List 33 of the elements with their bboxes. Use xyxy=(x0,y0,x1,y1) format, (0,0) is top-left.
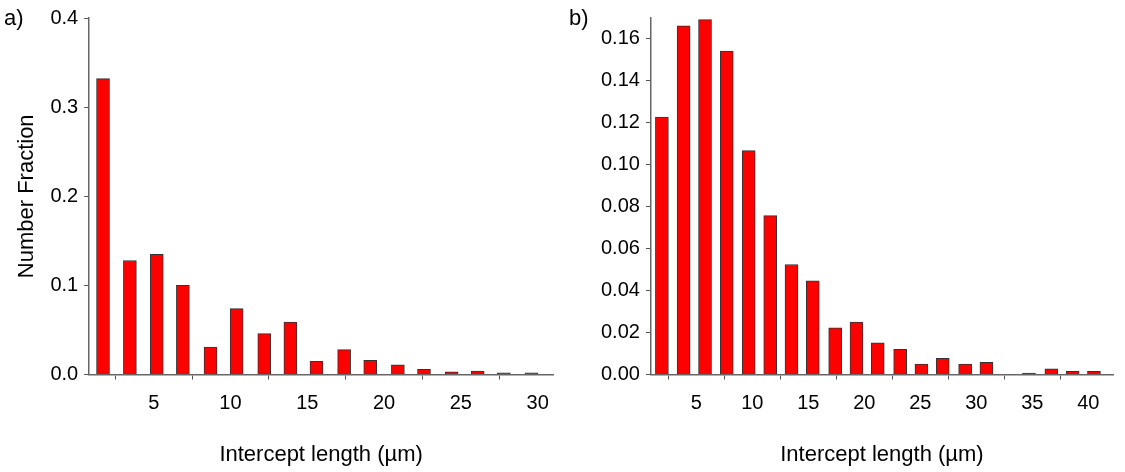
x-axis-title: Intercept length (µm) xyxy=(219,440,423,466)
y-tick-label: 0.10 xyxy=(600,152,640,175)
x-tick-label: 5 xyxy=(148,391,160,414)
y-tick-label: 0.12 xyxy=(600,110,640,133)
x-tick-label: 35 xyxy=(1021,391,1044,414)
chart-title: a) xyxy=(4,5,24,31)
y-axis-title: Number Fraction xyxy=(13,114,39,279)
y-tick-label: 0.06 xyxy=(600,236,640,259)
x-tick-label: 25 xyxy=(909,391,932,414)
x-tick-label: 15 xyxy=(296,391,319,414)
x-tick-label: 40 xyxy=(1077,391,1100,414)
y-tick-label: 0.3 xyxy=(50,94,79,117)
chart-title: b) xyxy=(569,5,589,31)
x-tick-label: 30 xyxy=(526,391,549,414)
x-tick-label: 5 xyxy=(690,391,702,414)
x-tick-label: 30 xyxy=(965,391,988,414)
x-tick-label: 10 xyxy=(219,391,242,414)
y-tick-label: 0.08 xyxy=(600,194,640,217)
x-tick-label: 20 xyxy=(372,391,396,414)
x-tick-label: 20 xyxy=(853,391,876,414)
x-tick-label: 15 xyxy=(797,391,820,414)
y-tick-label: 0.14 xyxy=(600,68,640,91)
y-tick-label: 0.4 xyxy=(50,5,79,28)
y-tick-label: 0.0 xyxy=(50,362,79,385)
y-tick-label: 0.04 xyxy=(600,278,640,301)
y-tick-label: 0.16 xyxy=(600,26,640,49)
y-tick-label: 0.00 xyxy=(600,362,640,385)
x-tick-label: 10 xyxy=(741,391,764,414)
x-tick-label: 25 xyxy=(449,391,472,414)
x-axis-title: Intercept length (µm) xyxy=(780,440,984,466)
y-tick-label: 0.02 xyxy=(600,320,640,343)
y-tick-label: 0.1 xyxy=(50,272,79,295)
y-tick-label: 0.2 xyxy=(50,183,79,206)
